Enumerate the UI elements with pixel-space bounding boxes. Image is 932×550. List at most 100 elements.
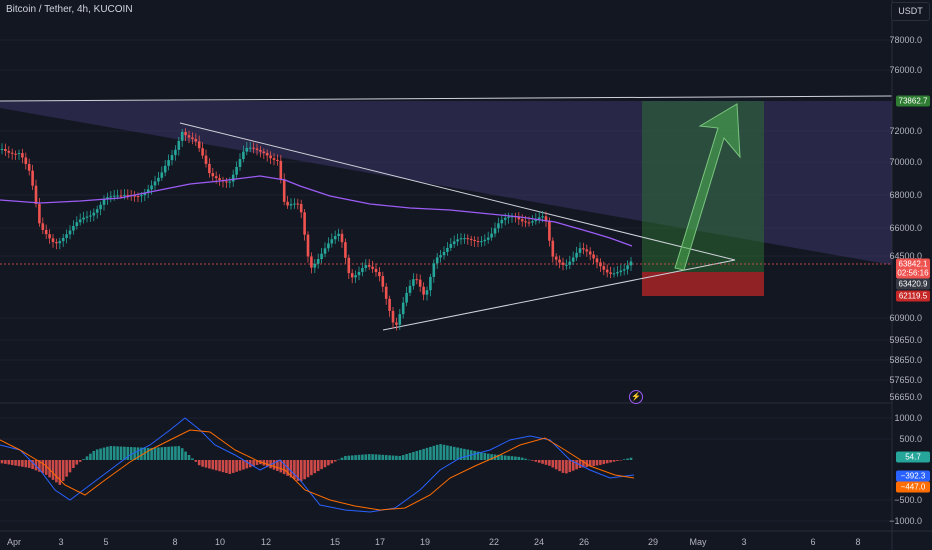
candle-body: [44, 229, 48, 235]
candle-body: [344, 242, 347, 258]
macd-histogram-bar: [99, 448, 102, 460]
date-tick: 8: [172, 537, 178, 547]
candle-body: [333, 236, 337, 240]
macd-histogram-bar: [116, 446, 119, 460]
candle-body: [146, 189, 150, 193]
macd-histogram-bar: [68, 460, 72, 473]
candle-body: [425, 290, 429, 295]
candle-body: [340, 233, 344, 243]
candle-body: [463, 238, 466, 240]
candle-body: [72, 226, 75, 231]
date-tick: 26: [578, 537, 590, 547]
macd-histogram-bar: [592, 460, 595, 466]
candle-body: [493, 228, 497, 234]
symbol-title[interactable]: Bitcoin / Tether, 4h, KUCOIN: [6, 4, 133, 15]
price-tick: 78000.0: [889, 35, 922, 45]
macd-histogram-bar: [0, 460, 4, 464]
candle-body: [388, 298, 391, 311]
date-tick: 22: [488, 537, 500, 547]
candle-body: [585, 249, 589, 252]
macd-histogram-bar: [41, 460, 45, 474]
candle-body: [140, 195, 143, 197]
flash-icon[interactable]: ⚡: [629, 390, 643, 404]
macd-histogram-bar: [218, 460, 221, 472]
macd-histogram-bar: [520, 457, 524, 460]
candle-body: [293, 203, 296, 205]
macd-histogram-bar: [588, 460, 592, 467]
candle-body: [507, 216, 510, 218]
candle-body: [248, 147, 252, 149]
candle-body: [0, 148, 4, 150]
macd-histogram-bar: [27, 460, 31, 468]
macd-histogram-bar: [568, 460, 572, 473]
price-tick: 59650.0: [889, 335, 922, 345]
candle-body: [21, 153, 24, 158]
candle-body: [197, 141, 201, 149]
candle-body: [68, 230, 72, 235]
resistance-line: [0, 95, 893, 102]
macd-histogram-bar: [480, 452, 483, 460]
macd-histogram-bar: [177, 446, 181, 460]
candle-body: [85, 216, 89, 218]
macd-histogram-bar: [228, 460, 232, 474]
candle-body: [578, 248, 582, 253]
macd-histogram-bar: [157, 447, 160, 460]
macd-histogram-bar: [497, 454, 500, 460]
macd-histogram-bar: [561, 460, 565, 473]
candle-body: [204, 155, 208, 164]
candles-layer: [0, 128, 633, 331]
macd-histogram-bar: [4, 460, 7, 464]
candle-body: [554, 256, 558, 260]
candle-body: [201, 148, 204, 156]
macd-histogram-bar: [629, 457, 633, 460]
macd-histogram-bar: [412, 451, 415, 460]
candle-body: [211, 173, 215, 177]
macd-histogram-bar: [483, 452, 487, 460]
price-tick: 66000.0: [889, 223, 922, 233]
date-tick: 12: [260, 537, 272, 547]
macd-histogram-bar: [439, 444, 442, 460]
candle-body: [316, 259, 320, 264]
macd-histogram-bar: [58, 460, 62, 485]
candle-body: [269, 155, 272, 159]
lower-trendline: [382, 259, 736, 331]
signal-value-tag: −447.0: [896, 481, 930, 493]
candle-body: [439, 255, 442, 258]
candle-body: [17, 153, 21, 155]
candle-body: [55, 242, 58, 244]
macd-histogram-bar: [371, 454, 374, 460]
candle-body: [245, 147, 249, 152]
signal-line: [0, 429, 635, 511]
candle-body: [286, 201, 289, 206]
macd-histogram-bar: [616, 460, 619, 461]
macd-histogram-bar: [211, 460, 215, 470]
price-tick: 57650.0: [889, 375, 922, 385]
macd-histogram-bar: [129, 447, 133, 460]
candle-body: [418, 279, 422, 287]
macd-histogram-bar: [541, 460, 544, 464]
price-tick: 76000.0: [889, 65, 922, 75]
currency-button[interactable]: USDT: [891, 2, 930, 21]
macd-histogram-bar: [289, 460, 293, 478]
candle-body: [225, 181, 228, 183]
candle-body: [265, 152, 269, 156]
macd-histogram-bar: [554, 460, 558, 470]
candle-body: [218, 178, 221, 181]
candle-body: [194, 138, 198, 142]
candle-body: [582, 248, 585, 250]
candle-body: [350, 273, 354, 278]
candle-body: [466, 238, 470, 240]
candle-body: [313, 263, 317, 268]
macd-histogram-bar: [17, 460, 21, 467]
candle-body: [184, 132, 187, 136]
macd-histogram-bar: [374, 454, 378, 460]
macd-histogram-bar: [187, 455, 191, 460]
macd-histogram-bar: [514, 456, 517, 460]
macd-histogram-bar: [333, 460, 337, 462]
macd-histogram-bar: [510, 456, 514, 460]
candle-body: [51, 238, 55, 243]
candle-body: [214, 176, 218, 179]
date-tick: 6: [810, 537, 816, 547]
price-tick: 70000.0: [889, 157, 922, 167]
